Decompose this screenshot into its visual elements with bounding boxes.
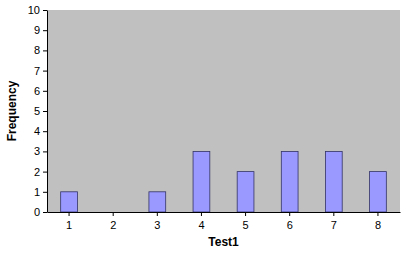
x-tick: 4 xyxy=(198,212,204,231)
x-tick-mark xyxy=(157,212,158,216)
bar xyxy=(61,192,78,212)
x-tick: 2 xyxy=(110,212,116,231)
y-tick-mark xyxy=(43,10,47,11)
y-tick: 7 xyxy=(34,65,47,77)
y-tick: 9 xyxy=(34,24,47,36)
y-tick-label: 6 xyxy=(34,85,40,97)
y-tick-label: 8 xyxy=(34,44,40,56)
x-tick-mark xyxy=(289,212,290,216)
bar xyxy=(237,172,254,212)
y-tick-label: 5 xyxy=(34,105,40,117)
y-tick-mark xyxy=(43,71,47,72)
x-tick-mark xyxy=(245,212,246,216)
bar xyxy=(105,212,122,213)
x-axis: 1 2 3 4 5 6 7 8 xyxy=(48,212,401,231)
y-tick-mark xyxy=(43,192,47,193)
x-tick-label: 3 xyxy=(154,219,160,231)
x-tick-mark xyxy=(69,212,70,216)
bar xyxy=(149,192,166,212)
y-tick: 3 xyxy=(34,145,47,157)
x-tick-label: 2 xyxy=(110,219,116,231)
x-tick-mark xyxy=(201,212,202,216)
y-tick: 1 xyxy=(34,186,47,198)
y-axis-line xyxy=(47,11,48,213)
y-tick-mark xyxy=(43,212,47,213)
chart: 0 1 2 3 4 5 6 7 8 9 10 1 2 3 4 5 6 7 8 Test1 Frequency xyxy=(0,0,417,254)
y-tick-mark xyxy=(43,91,47,92)
plot: 0 1 2 3 4 5 6 7 8 9 10 1 2 3 4 5 6 7 8 xyxy=(28,4,401,231)
x-tick-label: 5 xyxy=(243,219,249,231)
x-tick-mark xyxy=(333,212,334,216)
bar xyxy=(281,151,298,212)
y-tick-label: 2 xyxy=(34,166,40,178)
y-tick-mark xyxy=(43,111,47,112)
y-tick-label: 3 xyxy=(34,145,40,157)
bar xyxy=(370,172,387,212)
x-tick-label: 1 xyxy=(66,219,72,231)
y-tick-mark xyxy=(43,50,47,51)
y-axis-title: Frequency xyxy=(5,80,19,141)
x-tick: 8 xyxy=(375,212,381,231)
plot-background xyxy=(47,10,400,212)
x-tick-label: 6 xyxy=(287,219,293,231)
bar xyxy=(193,151,210,212)
y-tick: 8 xyxy=(34,44,47,56)
x-axis-line xyxy=(48,212,401,213)
x-tick-mark xyxy=(377,212,378,216)
bar xyxy=(325,151,342,212)
x-tick: 5 xyxy=(243,212,249,231)
y-tick-label: 7 xyxy=(34,65,40,77)
y-tick-label: 1 xyxy=(34,186,40,198)
y-axis: 0 1 2 3 4 5 6 7 8 9 10 xyxy=(28,4,48,218)
y-tick-mark xyxy=(43,131,47,132)
y-tick-label: 4 xyxy=(34,125,40,137)
y-tick: 4 xyxy=(34,125,47,137)
x-tick-label: 4 xyxy=(198,219,204,231)
y-tick-mark xyxy=(43,151,47,152)
x-tick: 6 xyxy=(287,212,293,231)
y-tick: 10 xyxy=(28,4,47,16)
y-tick-mark xyxy=(43,30,47,31)
x-tick: 1 xyxy=(66,212,72,231)
y-tick-label: 10 xyxy=(28,4,40,16)
y-tick: 6 xyxy=(34,85,47,97)
y-tick: 5 xyxy=(34,105,47,117)
x-tick: 3 xyxy=(154,212,160,231)
y-tick-label: 0 xyxy=(34,206,40,218)
x-tick-mark xyxy=(113,212,114,216)
x-tick-label: 7 xyxy=(331,219,337,231)
x-axis-title: Test1 xyxy=(208,235,239,249)
bars xyxy=(61,151,387,212)
y-tick-label: 9 xyxy=(34,24,40,36)
x-tick-label: 8 xyxy=(375,219,381,231)
y-tick-mark xyxy=(43,172,47,173)
x-tick: 7 xyxy=(331,212,337,231)
y-tick: 0 xyxy=(34,206,47,218)
y-tick: 2 xyxy=(34,166,47,178)
